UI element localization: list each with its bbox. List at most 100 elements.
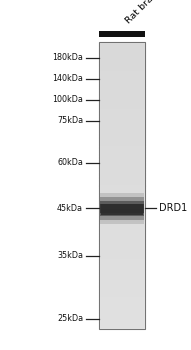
Bar: [99, 302, 145, 303]
Bar: [99, 95, 145, 97]
Bar: [99, 300, 145, 302]
Bar: [99, 218, 145, 220]
Bar: [99, 168, 145, 170]
Bar: [99, 124, 145, 125]
Bar: [99, 88, 145, 89]
Bar: [99, 296, 145, 297]
Bar: [99, 261, 145, 263]
Bar: [99, 280, 145, 282]
Bar: [99, 62, 145, 63]
Bar: [99, 197, 145, 198]
Bar: [99, 260, 145, 261]
Bar: [99, 320, 145, 322]
Bar: [99, 52, 145, 54]
Bar: [99, 322, 145, 323]
Bar: [99, 118, 145, 119]
Bar: [99, 188, 145, 190]
Bar: [99, 205, 145, 207]
Bar: [99, 167, 145, 168]
Bar: [99, 293, 145, 295]
Bar: [99, 130, 145, 131]
Bar: [99, 230, 145, 231]
Bar: [99, 128, 145, 130]
Bar: [99, 220, 145, 222]
Text: Rat brain: Rat brain: [124, 0, 161, 26]
Bar: [99, 65, 145, 66]
Bar: [99, 94, 145, 95]
Bar: [99, 200, 145, 201]
Bar: [99, 131, 145, 132]
Bar: [99, 74, 145, 75]
Bar: [99, 63, 145, 65]
Bar: [99, 292, 145, 293]
Bar: [99, 326, 145, 328]
Bar: [99, 175, 145, 177]
Bar: [99, 137, 145, 138]
Bar: [99, 266, 145, 267]
Bar: [99, 217, 145, 218]
Bar: [99, 295, 145, 296]
Bar: [99, 78, 145, 79]
Bar: [99, 191, 145, 193]
Bar: [99, 141, 145, 142]
Text: 60kDa: 60kDa: [57, 158, 83, 167]
Bar: [99, 134, 145, 135]
Text: 45kDa: 45kDa: [57, 204, 83, 213]
Bar: [99, 105, 145, 106]
Bar: [99, 247, 145, 248]
Bar: [99, 307, 145, 309]
Bar: [100, 197, 144, 220]
Bar: [99, 248, 145, 250]
Bar: [99, 270, 145, 272]
Bar: [99, 319, 145, 320]
Text: 35kDa: 35kDa: [57, 251, 83, 260]
Bar: [99, 45, 145, 46]
Bar: [99, 236, 145, 237]
Bar: [99, 265, 145, 266]
Bar: [99, 68, 145, 69]
Bar: [99, 138, 145, 140]
Bar: [99, 142, 145, 144]
Bar: [100, 204, 144, 213]
Bar: [99, 201, 145, 203]
Bar: [99, 204, 145, 205]
Bar: [100, 193, 144, 224]
Bar: [99, 277, 145, 279]
Bar: [99, 184, 145, 186]
Bar: [99, 108, 145, 110]
Bar: [99, 58, 145, 59]
Bar: [99, 101, 145, 102]
Bar: [99, 178, 145, 180]
Bar: [99, 306, 145, 308]
Bar: [99, 161, 145, 162]
Bar: [99, 315, 145, 316]
Bar: [99, 198, 145, 200]
Bar: [99, 75, 145, 76]
Bar: [99, 285, 145, 286]
Bar: [99, 250, 145, 252]
Bar: [99, 99, 145, 101]
Bar: [99, 69, 145, 71]
Bar: [99, 102, 145, 104]
Bar: [99, 157, 145, 158]
Bar: [99, 267, 145, 269]
Bar: [99, 79, 145, 81]
Bar: [99, 31, 145, 37]
Bar: [99, 241, 145, 243]
Bar: [99, 49, 145, 51]
Text: 100kDa: 100kDa: [52, 95, 83, 104]
Bar: [99, 132, 145, 134]
Bar: [99, 181, 145, 183]
Bar: [99, 325, 145, 326]
Bar: [99, 177, 145, 178]
Bar: [99, 229, 145, 230]
Bar: [99, 239, 145, 240]
Bar: [99, 214, 145, 216]
Bar: [99, 86, 145, 88]
Bar: [99, 227, 145, 229]
Bar: [99, 226, 145, 227]
Bar: [99, 82, 145, 84]
Bar: [99, 274, 145, 276]
Bar: [99, 170, 145, 171]
Bar: [99, 72, 145, 74]
